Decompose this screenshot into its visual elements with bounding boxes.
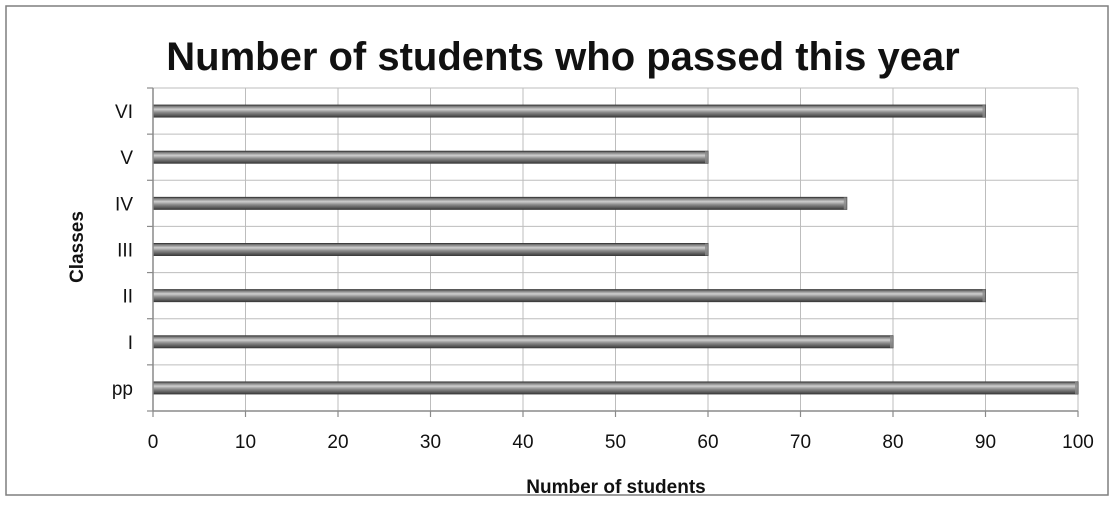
bar-group (152, 335, 894, 349)
bar-end-cap (890, 335, 893, 348)
bar-end-cap (982, 289, 986, 302)
x-tick-label: 10 (235, 432, 256, 453)
x-tick-label: 20 (327, 432, 348, 453)
bar (152, 104, 986, 118)
x-tick-label: 50 (605, 432, 626, 453)
x-tick-label: 90 (975, 432, 996, 453)
x-tick-label: 100 (1062, 432, 1094, 453)
bar-group (152, 243, 709, 256)
x-tick-label: 40 (512, 432, 533, 453)
bar (152, 150, 709, 164)
bar (152, 289, 986, 303)
x-tick-labels: 0 10 20 30 40 50 60 70 80 90 100 (148, 432, 1094, 453)
x-tick-label: 80 (882, 432, 903, 453)
x-tick-label: 70 (790, 432, 811, 453)
bar (152, 243, 709, 256)
bar-group (152, 104, 986, 118)
x-axis-title: Number of students (526, 477, 705, 498)
y-tick-label: III (117, 241, 133, 262)
x-tick-label: 0 (148, 432, 159, 453)
bar (152, 381, 1079, 395)
bar-group (152, 289, 986, 303)
axes (147, 87, 1079, 417)
bar (152, 196, 848, 210)
bar (152, 335, 894, 349)
bar-group (152, 150, 709, 164)
bar-end-cap (705, 151, 708, 164)
bar-end-cap (843, 197, 847, 210)
bar-end-cap (982, 105, 986, 118)
y-tick-label: V (120, 148, 133, 169)
x-tick-label: 60 (697, 432, 718, 453)
bars (152, 104, 1079, 395)
y-tick-label: pp (112, 379, 133, 400)
bar-group (152, 196, 848, 210)
x-tick-label: 30 (420, 432, 441, 453)
bar-end-cap (1075, 381, 1078, 394)
chart-title: Number of students who passed this year (166, 35, 960, 79)
bar-group (152, 381, 1079, 395)
y-tick-label: IV (115, 194, 133, 215)
y-tick-label: II (122, 287, 133, 308)
y-tick-label: I (128, 333, 133, 354)
bar-end-cap (705, 243, 708, 256)
y-axis-title: Classes (67, 211, 88, 283)
y-tick-label: VI (115, 102, 133, 123)
